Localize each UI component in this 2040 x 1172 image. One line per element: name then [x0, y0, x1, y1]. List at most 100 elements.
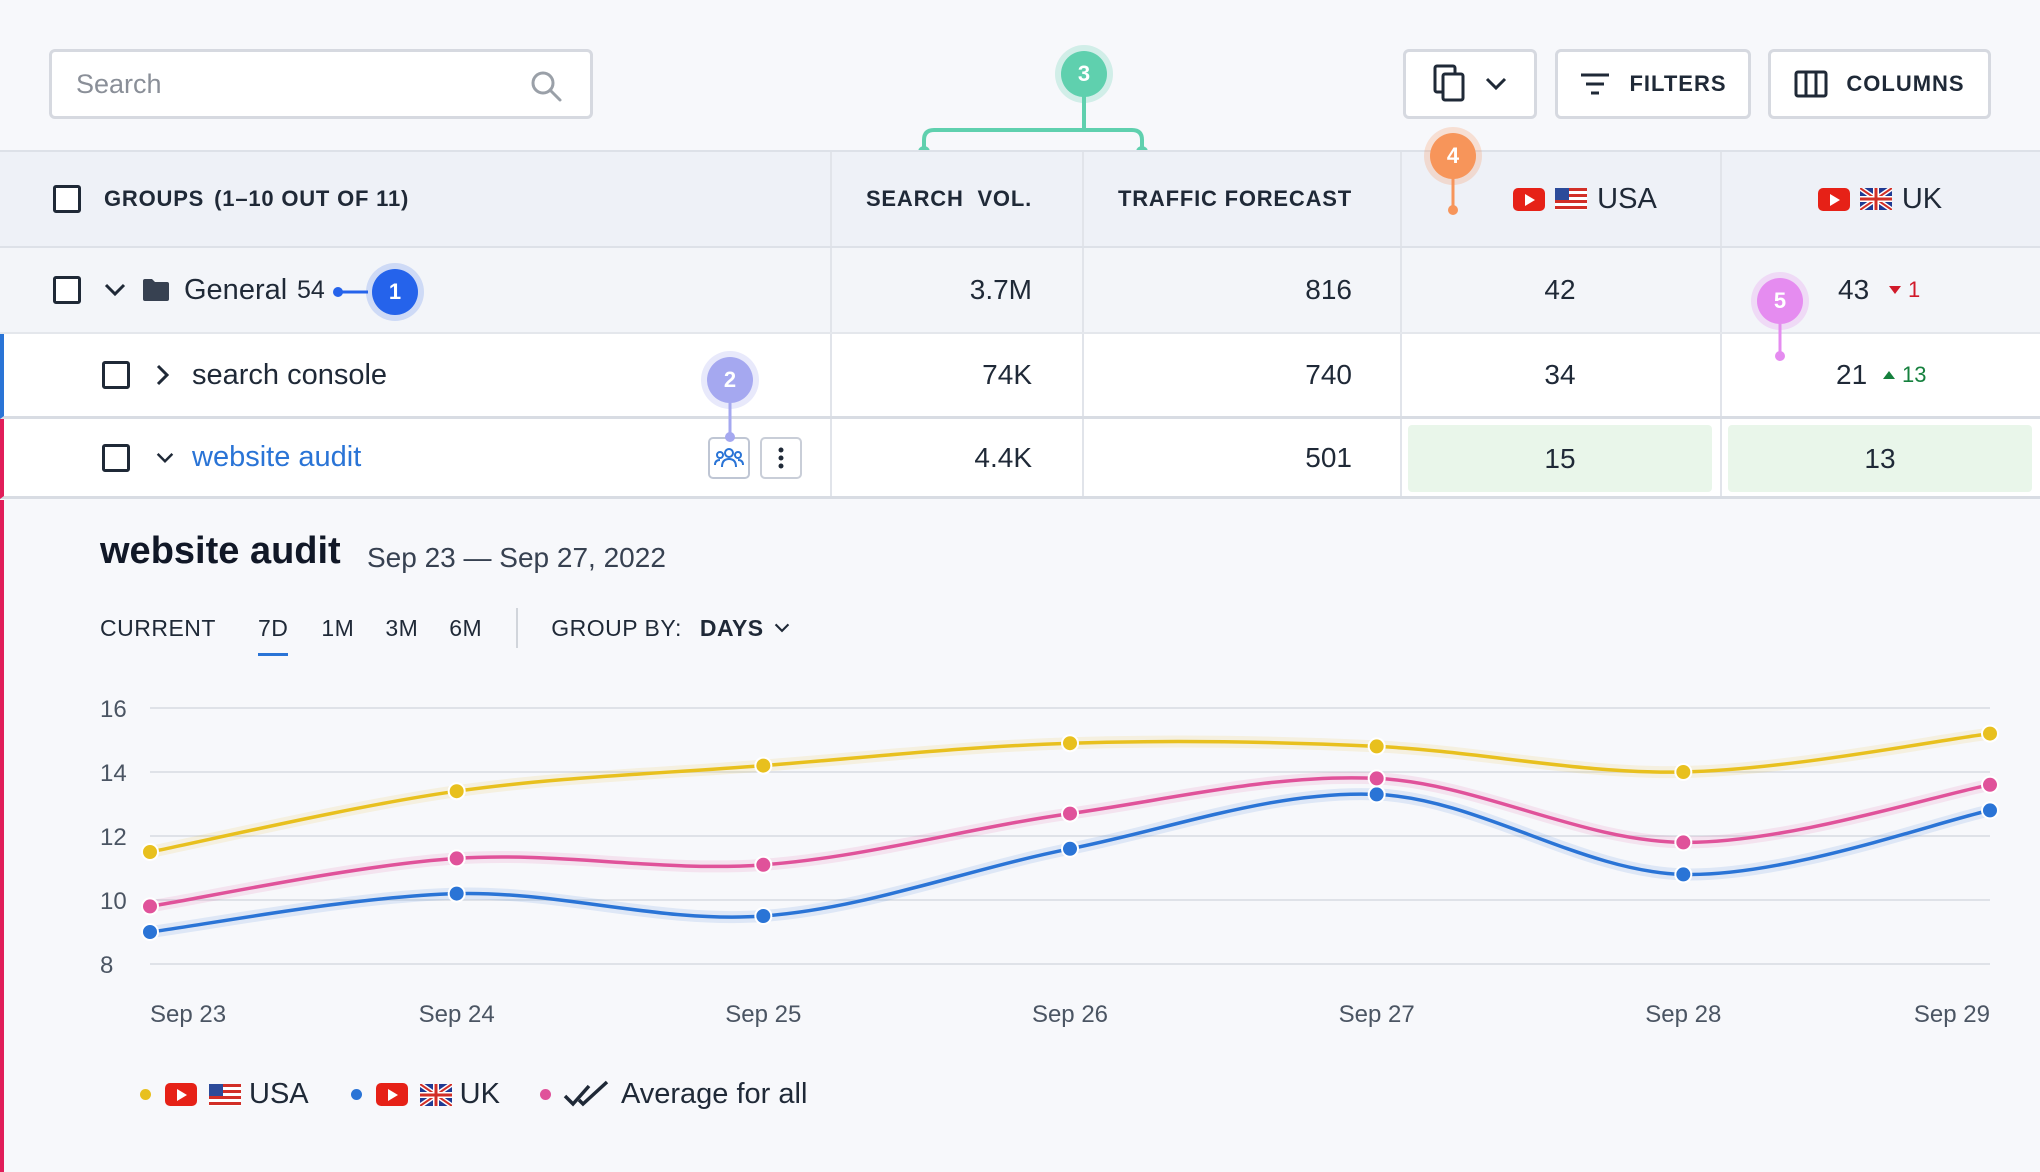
- tab-3m[interactable]: 3M: [385, 614, 419, 641]
- us-flag-icon: [209, 1083, 241, 1106]
- data-point[interactable]: [1981, 801, 1999, 820]
- data-point[interactable]: [447, 884, 466, 903]
- data-point[interactable]: [754, 756, 773, 775]
- hint-badge-3[interactable]: 3: [1061, 51, 1107, 97]
- data-point[interactable]: [447, 849, 466, 868]
- group-by-label: GROUP BY:: [551, 614, 682, 641]
- y-tick-label: 16: [100, 696, 127, 723]
- y-tick-label: 12: [100, 824, 127, 851]
- legend-dot-average: [539, 1089, 551, 1100]
- legend-dot-uk: [350, 1089, 362, 1100]
- chevron-down-icon[interactable]: [774, 623, 790, 633]
- tab-7d[interactable]: 7D: [257, 614, 289, 656]
- x-tick-label: Sep 26: [1032, 1001, 1108, 1028]
- data-point[interactable]: [141, 843, 159, 861]
- arrow-up-icon: [1883, 371, 1895, 379]
- group-by-value[interactable]: DAYS: [699, 614, 764, 641]
- search-vol-header[interactable]: SEARCH VOL.: [865, 186, 1032, 211]
- data-point[interactable]: [1061, 839, 1079, 858]
- keyword-count: 54: [297, 275, 325, 304]
- search-vol-value: 74K: [982, 359, 1032, 390]
- arrow-down-icon: [1889, 286, 1901, 294]
- filters-button[interactable]: FILTERS: [1555, 49, 1751, 119]
- search-vol-value: 4.4K: [974, 441, 1032, 473]
- x-tick-label: Sep 29: [1914, 1001, 1990, 1028]
- search-icon[interactable]: [528, 68, 564, 104]
- data-point[interactable]: [1367, 737, 1386, 756]
- x-tick-label: Sep 25: [725, 1001, 801, 1028]
- table-row[interactable]: search console 74K 740 34 21 13: [0, 334, 2040, 419]
- youtube-icon: [1513, 187, 1546, 211]
- data-point[interactable]: [1981, 724, 1999, 743]
- table-header: GROUPS (1–10 OUT OF 11) SEARCH VOL. TRAF…: [0, 150, 2040, 248]
- hint-badge-1[interactable]: 1: [372, 269, 418, 315]
- group-name-link[interactable]: website audit: [192, 441, 362, 473]
- filters-label: FILTERS: [1629, 71, 1727, 96]
- details-title: website audit: [100, 530, 341, 572]
- usa-column-header[interactable]: USA: [1400, 152, 1720, 246]
- share-users-button[interactable]: [708, 436, 750, 479]
- double-check-icon: [563, 1080, 609, 1107]
- traffic-value: 816: [1305, 274, 1352, 305]
- traffic-forecast-header[interactable]: TRAFFIC FORECAST: [1117, 186, 1352, 211]
- data-point[interactable]: [141, 897, 159, 916]
- legend-label-uk: UK: [459, 1078, 500, 1110]
- hint-badge-4[interactable]: 4: [1430, 133, 1476, 179]
- groups-header: GROUPS: [104, 186, 205, 211]
- uk-column-header[interactable]: UK: [1720, 152, 2040, 246]
- youtube-icon: [375, 1083, 408, 1106]
- x-tick-label: Sep 28: [1645, 1001, 1721, 1028]
- groups-count: (1–10 OUT OF 11): [214, 186, 410, 211]
- copy-icon: [1433, 64, 1465, 102]
- row-checkbox[interactable]: [53, 276, 81, 304]
- y-tick-label: 10: [100, 888, 127, 915]
- details-date-range: Sep 23 — Sep 27, 2022: [367, 542, 666, 573]
- search-vol-value: 3.7M: [969, 274, 1032, 305]
- usa-rank: 34: [1544, 359, 1576, 390]
- users-icon: [714, 447, 744, 467]
- row-checkbox[interactable]: [102, 443, 130, 472]
- tab-1m[interactable]: 1M: [321, 614, 355, 641]
- chart-legend: USA UK Average for all: [140, 1078, 807, 1111]
- data-point[interactable]: [1367, 785, 1386, 804]
- data-point[interactable]: [1674, 833, 1693, 852]
- table-row[interactable]: General 54 3.7M 816 42 43 1: [0, 248, 2040, 334]
- more-vertical-icon: [778, 447, 784, 468]
- chevron-right-icon[interactable]: [156, 364, 170, 386]
- hint-badge-2[interactable]: 2: [707, 357, 753, 403]
- data-point[interactable]: [1061, 734, 1079, 753]
- data-point[interactable]: [1674, 763, 1693, 781]
- data-point[interactable]: [1367, 769, 1386, 788]
- tab-current[interactable]: CURRENT: [100, 614, 216, 641]
- chevron-down-icon[interactable]: [104, 283, 126, 297]
- group-name[interactable]: search console: [192, 358, 388, 391]
- row-checkbox[interactable]: [102, 361, 130, 389]
- folder-icon: [143, 279, 169, 301]
- columns-button[interactable]: COLUMNS: [1768, 49, 1991, 119]
- data-point[interactable]: [754, 907, 773, 925]
- search-box[interactable]: [49, 49, 593, 119]
- data-point[interactable]: [754, 855, 773, 874]
- copy-dropdown-button[interactable]: [1403, 49, 1537, 119]
- more-options-button[interactable]: [760, 436, 802, 479]
- data-point[interactable]: [1674, 865, 1693, 884]
- data-point[interactable]: [447, 782, 466, 801]
- hint-badge-5[interactable]: 5: [1757, 278, 1803, 324]
- data-point[interactable]: [1061, 804, 1079, 823]
- data-point[interactable]: [1981, 775, 1999, 794]
- usa-rank: 15: [1408, 425, 1712, 492]
- data-point[interactable]: [141, 923, 159, 941]
- uk-rank-change: 1: [1908, 277, 1921, 302]
- chevron-down-icon[interactable]: [156, 452, 174, 464]
- chevron-down-icon: [1485, 77, 1507, 91]
- group-name[interactable]: General: [184, 273, 288, 306]
- usa-label: USA: [1597, 182, 1657, 215]
- uk-rank-change: 13: [1902, 362, 1927, 387]
- tab-6m[interactable]: 6M: [449, 614, 483, 641]
- x-tick-label: Sep 27: [1339, 1001, 1415, 1028]
- x-tick-label: Sep 24: [419, 1001, 495, 1028]
- table-row[interactable]: website audit 4.4K 501 15 13: [0, 419, 2040, 499]
- uk-flag-icon: [1859, 188, 1892, 210]
- select-all-checkbox[interactable]: [53, 185, 81, 213]
- search-input[interactable]: [76, 64, 516, 104]
